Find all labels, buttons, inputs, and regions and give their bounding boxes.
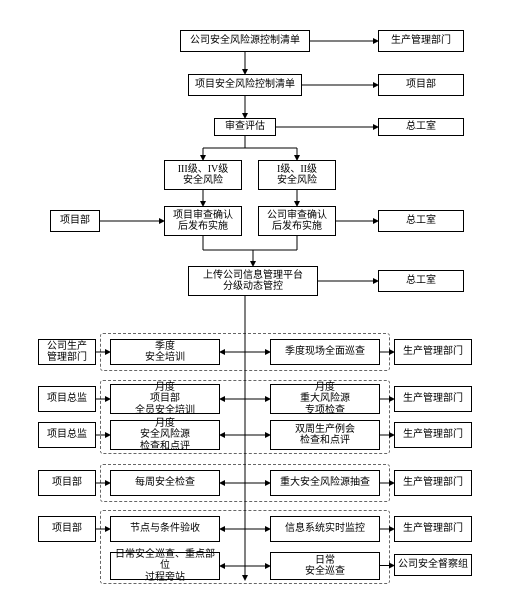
node-n3: 审查评估	[214, 118, 276, 136]
node-m1-l: 项目总监	[38, 386, 96, 412]
node-m2-a: 月度 安全风险源 检查和点评	[110, 420, 220, 450]
flowchart-canvas: 公司安全风险源控制清单生产管理部门项目安全风险控制清单项目部审查评估总工室III…	[0, 0, 528, 593]
node-d1-a: 节点与条件验收	[110, 516, 220, 542]
node-q-a: 季度 安全培训	[110, 339, 220, 365]
node-w-b: 重大安全风险源抽查	[270, 470, 380, 496]
node-n6: 上传公司信息管理平台 分级动态管控	[188, 266, 318, 296]
node-n4a: III级、IV级 安全风险	[164, 160, 242, 190]
node-n5b: 公司审查确认 后发布实施	[258, 206, 336, 236]
node-n5a: 项目审查确认 后发布实施	[164, 206, 242, 236]
node-n1r: 生产管理部门	[378, 30, 464, 52]
node-n3r: 总工室	[378, 118, 464, 136]
node-q-l: 公司生产 管理部门	[38, 339, 96, 365]
node-d2-r: 公司安全督察组	[394, 554, 472, 576]
node-n5al: 项目部	[50, 210, 100, 232]
node-m1-a: 月度 项目部 全员安全培训	[110, 384, 220, 414]
node-m2-b: 双周生产例会 检查和点评	[270, 420, 380, 450]
node-w-r: 生产管理部门	[394, 470, 472, 496]
node-n2r: 项目部	[378, 74, 464, 96]
node-m2-l: 项目总监	[38, 422, 96, 448]
node-m2-r: 生产管理部门	[394, 422, 472, 448]
node-n2: 项目安全风险控制清单	[188, 74, 302, 96]
node-n1: 公司安全风险源控制清单	[180, 30, 310, 52]
node-m1-b: 月度 重大风险源 专项检查	[270, 384, 380, 414]
node-d1-l: 项目部	[38, 516, 96, 542]
node-d1-r: 生产管理部门	[394, 516, 472, 542]
node-n6r: 总工室	[378, 270, 464, 292]
node-w-l: 项目部	[38, 470, 96, 496]
node-q-b: 季度现场全面巡查	[270, 339, 380, 365]
node-n4b: I级、II级 安全风险	[258, 160, 336, 190]
node-d2-b: 日常 安全巡查	[270, 552, 380, 580]
node-d2-a: 日常安全巡查、重点部位 过程旁站	[110, 552, 220, 580]
node-w-a: 每周安全检查	[110, 470, 220, 496]
node-n5br: 总工室	[378, 210, 464, 232]
node-d1-b: 信息系统实时监控	[270, 516, 380, 542]
node-q-r: 生产管理部门	[394, 339, 472, 365]
node-m1-r: 生产管理部门	[394, 386, 472, 412]
